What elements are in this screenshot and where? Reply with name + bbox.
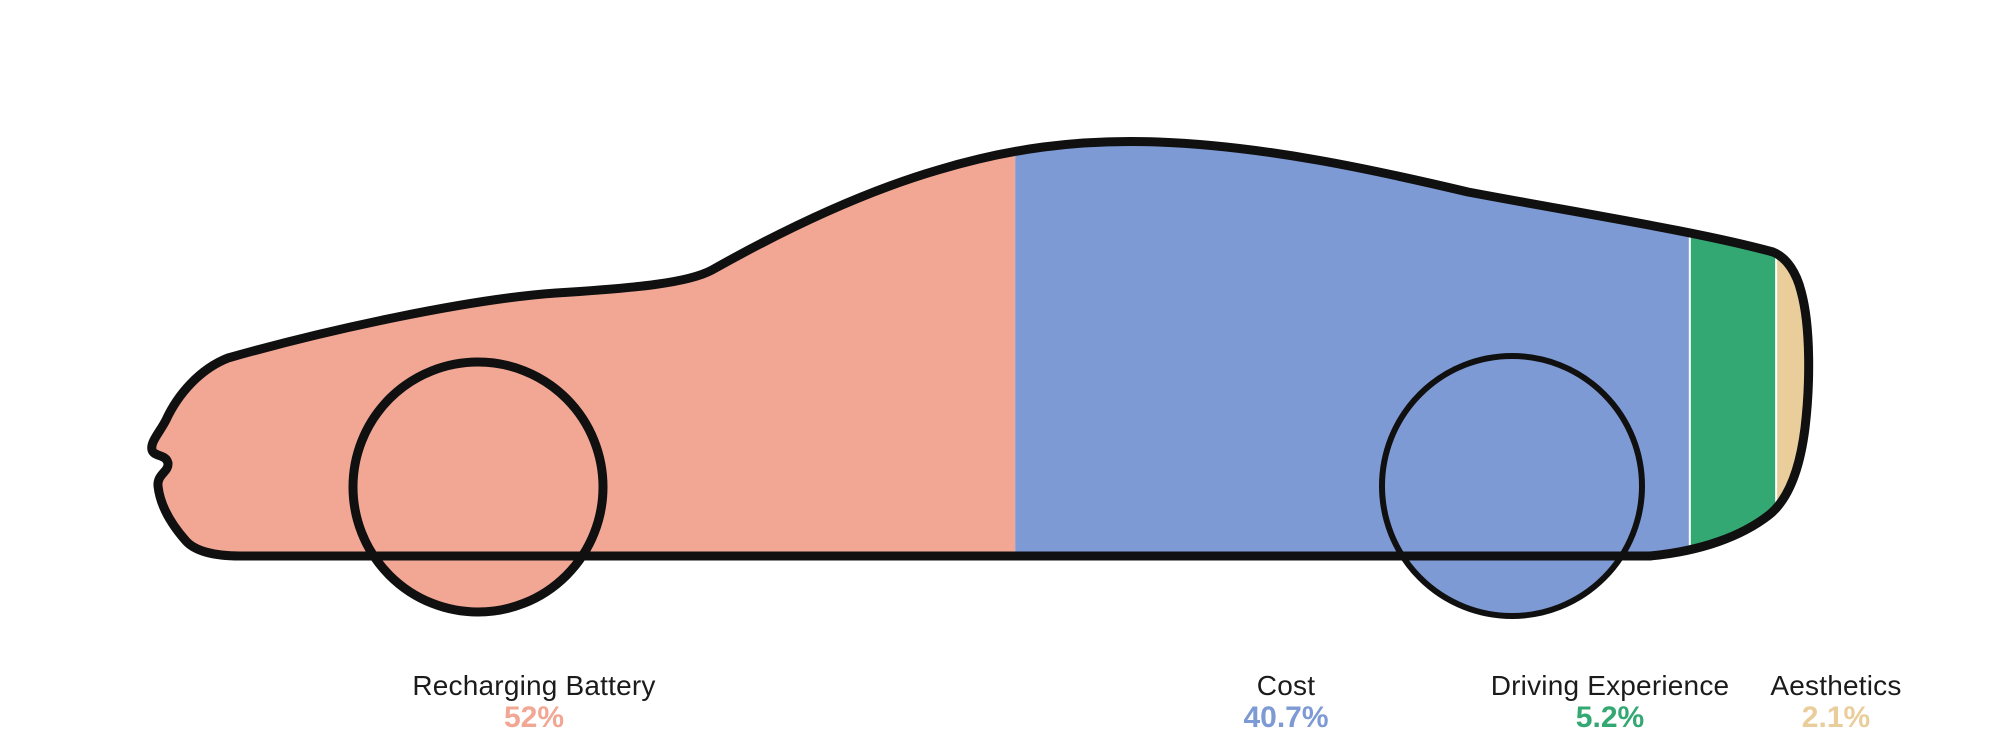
- rear-wheel: [1379, 353, 1645, 619]
- segment-driving-experience: [1690, 141, 1778, 616]
- value-label: 2.1%: [1801, 701, 1871, 734]
- car-chart-svg: [147, 136, 1814, 619]
- category-label: Driving Experience: [1490, 670, 1730, 701]
- label-cost: Cost 40.7%: [1243, 672, 1328, 733]
- category-label: Recharging Battery: [412, 670, 656, 701]
- segment-recharging-battery: [152, 141, 1016, 616]
- value-label: 52%: [503, 701, 565, 734]
- label-recharging-battery: Recharging Battery 52%: [412, 672, 655, 733]
- segment-cost: [1015, 141, 1691, 616]
- category-label: Aesthetics: [1770, 670, 1902, 701]
- car-proportional-chart: Recharging Battery 52% Cost 40.7% Drivin…: [147, 136, 1901, 733]
- label-aesthetics: Aesthetics 2.1%: [1770, 672, 1901, 733]
- label-driving-experience: Driving Experience 5.2%: [1491, 672, 1730, 733]
- car-silhouette-outline: [147, 136, 1814, 561]
- value-label: 5.2%: [1575, 701, 1645, 734]
- value-label: 40.7%: [1243, 701, 1329, 734]
- category-label: Cost: [1256, 670, 1316, 701]
- front-wheel: [348, 357, 608, 617]
